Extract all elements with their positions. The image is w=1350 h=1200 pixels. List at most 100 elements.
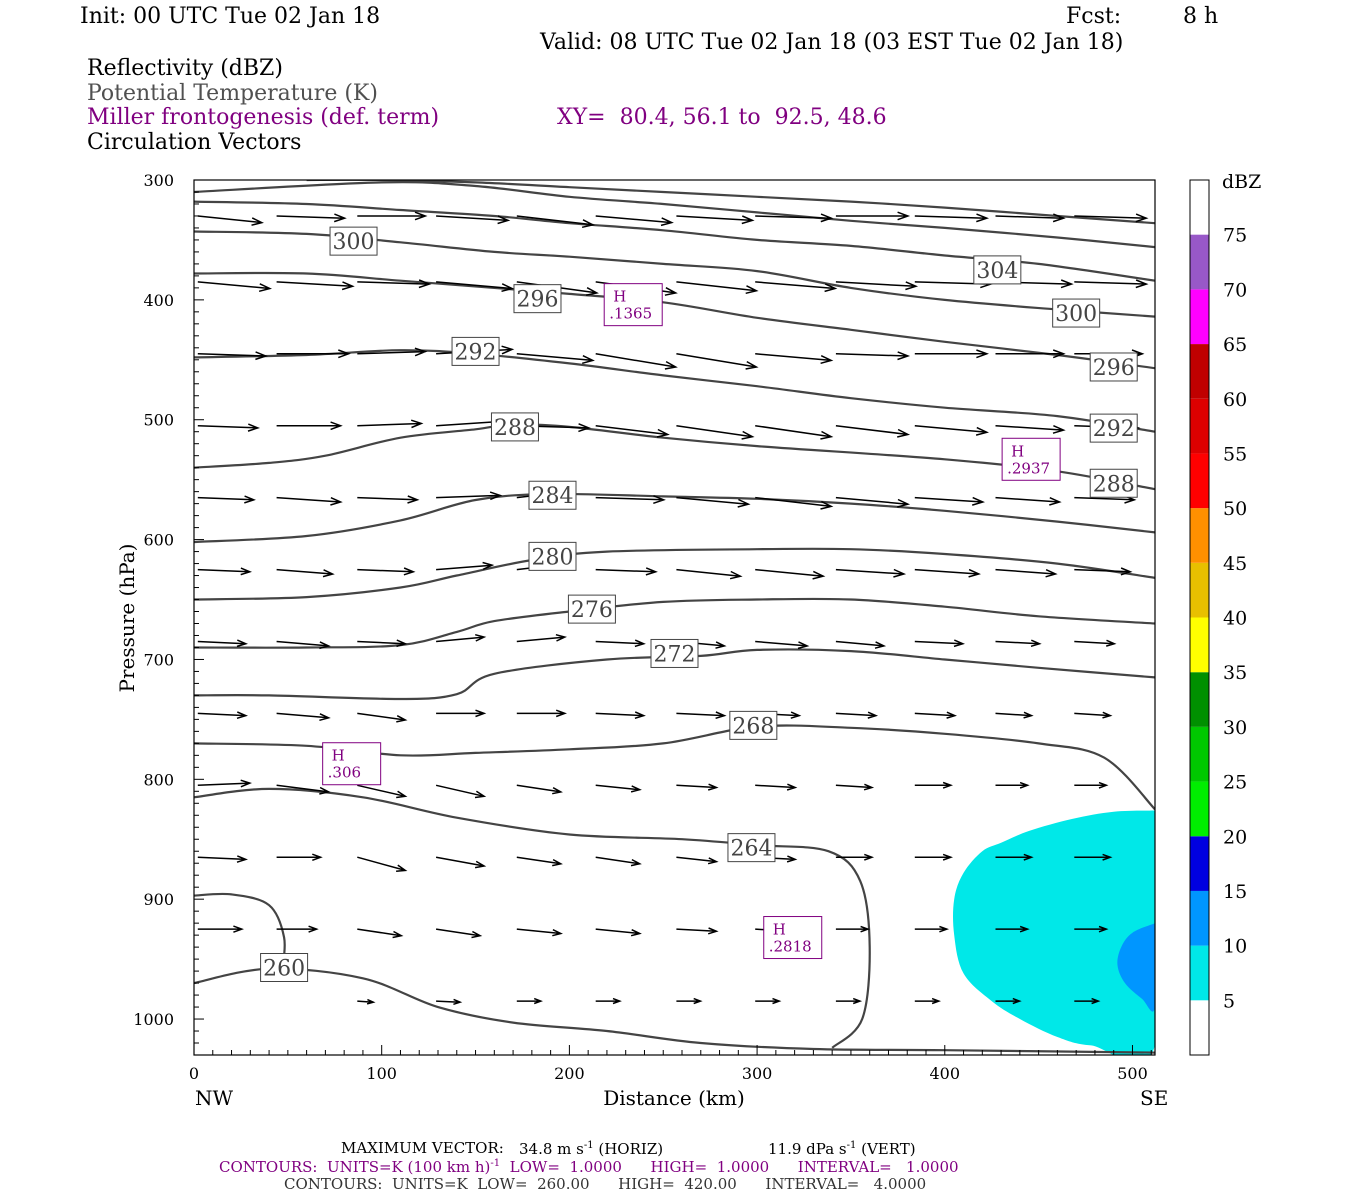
circulation-vector xyxy=(1074,213,1149,223)
circulation-vector xyxy=(197,281,272,293)
theta-contour-284 xyxy=(194,492,1155,544)
circulation-vector xyxy=(516,353,595,365)
reflectivity-5-dbz xyxy=(953,810,1155,1055)
colorbar-segment-60 xyxy=(1190,344,1209,399)
max-vector-vert: 11.9 dPa s-1 (VERT) xyxy=(768,1141,916,1157)
y-tick-label-700: 700 xyxy=(143,650,174,669)
contour-label-box xyxy=(329,226,378,256)
circulation-vector xyxy=(357,567,416,576)
circulation-vector xyxy=(357,419,424,429)
contour-label-284: 284 xyxy=(531,484,573,509)
frontogenesis-high-letter: H xyxy=(1011,442,1024,460)
circulation-vector xyxy=(1155,783,1187,788)
contour-label-box xyxy=(567,594,616,624)
circulation-vector xyxy=(995,349,1066,359)
horiz-suffix: (HORIZ) xyxy=(593,1140,664,1158)
contour-label-box xyxy=(528,541,577,571)
circulation-vector xyxy=(197,351,268,361)
circulation-vector xyxy=(676,281,759,295)
circulation-vector xyxy=(914,424,989,436)
circulation-vector xyxy=(595,997,622,1005)
contour-label-box xyxy=(490,412,539,442)
x-tick-label-300: 300 xyxy=(742,1064,773,1083)
circulation-vector xyxy=(357,279,432,289)
circulation-vector xyxy=(436,215,511,225)
circulation-vector xyxy=(276,925,319,933)
valid-time: Valid: 08 UTC Tue 02 Jan 18 (03 EST Tue … xyxy=(540,30,1124,55)
colorbar-label-25: 25 xyxy=(1223,772,1247,794)
circulation-vector xyxy=(835,281,919,291)
colorbar-segment-65 xyxy=(1190,289,1209,345)
circulation-vector xyxy=(1155,711,1191,717)
theta-contour-296 xyxy=(194,271,1155,370)
colorbar-label-60: 60 xyxy=(1223,389,1247,411)
circulation-vector xyxy=(197,925,244,933)
circulation-vector xyxy=(995,213,1066,223)
circulation-vector xyxy=(197,215,264,226)
circulation-vector xyxy=(435,784,487,799)
circulation-vector xyxy=(995,639,1042,648)
contour-label-292: 292 xyxy=(1093,417,1135,442)
circulation-vector xyxy=(357,998,376,1005)
circulation-vector xyxy=(914,349,989,359)
colorbar-segment-30 xyxy=(1190,672,1209,727)
theta-contour-264 xyxy=(194,787,871,1049)
y-tick-label-300: 300 xyxy=(143,171,174,190)
circulation-vector xyxy=(676,568,743,580)
frontogenesis-high-box xyxy=(322,742,382,786)
contour-label-box xyxy=(727,833,776,863)
circulation-vector xyxy=(676,711,727,720)
circulation-vector xyxy=(676,927,719,935)
circulation-vector xyxy=(676,424,755,440)
init-time: Init: 00 UTC Tue 02 Jan 18 xyxy=(80,4,381,29)
circulation-vector xyxy=(197,639,248,648)
circulation-vector xyxy=(595,784,642,793)
x-tick-label-200: 200 xyxy=(554,1064,585,1083)
contours1-exponent: -1 xyxy=(490,1158,501,1169)
circulation-vector xyxy=(1074,639,1117,647)
contour-label-box xyxy=(260,953,309,982)
circulation-vector xyxy=(755,424,834,440)
circulation-vector xyxy=(436,633,487,643)
contour-label-box xyxy=(973,255,1022,285)
frontogenesis-high-letter: H xyxy=(773,921,786,939)
colorbar-label-5: 5 xyxy=(1223,990,1235,1012)
frontogenesis-high-value: .306 xyxy=(328,764,361,782)
vert-suffix: (VERT) xyxy=(856,1140,916,1158)
field-frontogenesis: Miller frontogenesis (def. term) xyxy=(87,105,440,130)
circulation-vector xyxy=(1074,925,1109,933)
colorbar-segment-15 xyxy=(1190,836,1209,891)
circulation-vector xyxy=(595,424,670,438)
circulation-vector xyxy=(995,568,1058,578)
colorbar: 5 10 15 20 25 30 35 40 45 50 55 60 65 70 75 xyxy=(1189,179,1247,1056)
circulation-vector xyxy=(755,496,834,510)
y-tick-label-400: 400 xyxy=(143,291,174,310)
contour-label-296: 296 xyxy=(516,288,558,313)
reflectivity-10-dbz xyxy=(1117,923,1155,1012)
colorbar-segment-35 xyxy=(1190,617,1209,673)
circulation-vector xyxy=(276,853,323,862)
contour-label-296: 296 xyxy=(1093,356,1135,381)
circulation-vector xyxy=(595,928,642,937)
y-tick-label-500: 500 xyxy=(143,411,174,430)
colorbar-label-10: 10 xyxy=(1223,936,1247,958)
circulation-vector xyxy=(276,496,343,506)
circulation-vector xyxy=(676,353,759,370)
contour-label-260: 260 xyxy=(263,957,305,982)
colorbar-segment-50 xyxy=(1190,453,1209,509)
circulation-vector xyxy=(755,640,810,650)
circulation-vector xyxy=(1074,781,1109,789)
circulation-vector xyxy=(835,783,875,791)
x-axis-title: Distance (km) xyxy=(603,1086,745,1110)
theta-contours xyxy=(194,180,1155,1054)
circulation-vector xyxy=(436,281,515,293)
y-tick-label-600: 600 xyxy=(143,531,174,550)
max-vector-vert-value: 11.9 dPa s xyxy=(768,1140,847,1158)
contour-label-272: 272 xyxy=(654,642,696,667)
circulation-vector xyxy=(436,491,503,501)
circulation-vector xyxy=(835,640,887,649)
contours1-text: CONTOURS: UNITS=K (100 km h) xyxy=(219,1158,491,1176)
contour-labels: 260 264 268 272 276 280 284 288 292 296 300 304 300 2… xyxy=(260,226,1138,982)
circulation-vector xyxy=(835,351,911,361)
circulation-vector xyxy=(1155,854,1191,860)
